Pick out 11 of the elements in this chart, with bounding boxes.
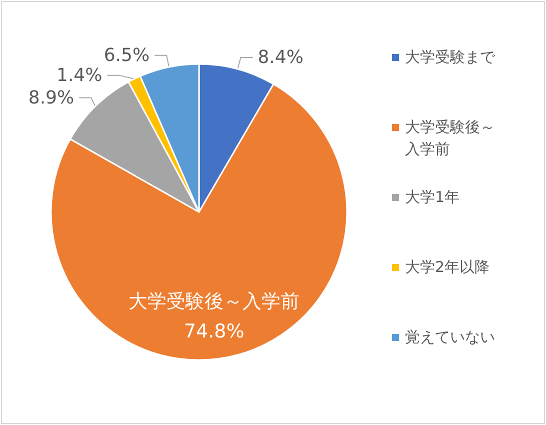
data-label: 6.5% <box>104 44 150 66</box>
legend-label: 大学1年 <box>405 187 461 208</box>
slice-label: 大学受験後～入学前 <box>128 290 300 312</box>
legend-label: 大学2年以降 <box>405 257 491 278</box>
data-label: 1.4% <box>56 64 102 86</box>
data-label: 8.9% <box>28 87 74 108</box>
legend-label: 覚えていない <box>405 327 496 348</box>
data-label: 74.8% <box>184 320 244 342</box>
legend-label: 大学受験後～入学前 <box>405 117 496 160</box>
data-label: 8.4% <box>258 47 304 68</box>
legend-label: 大学受験まで <box>405 47 496 68</box>
